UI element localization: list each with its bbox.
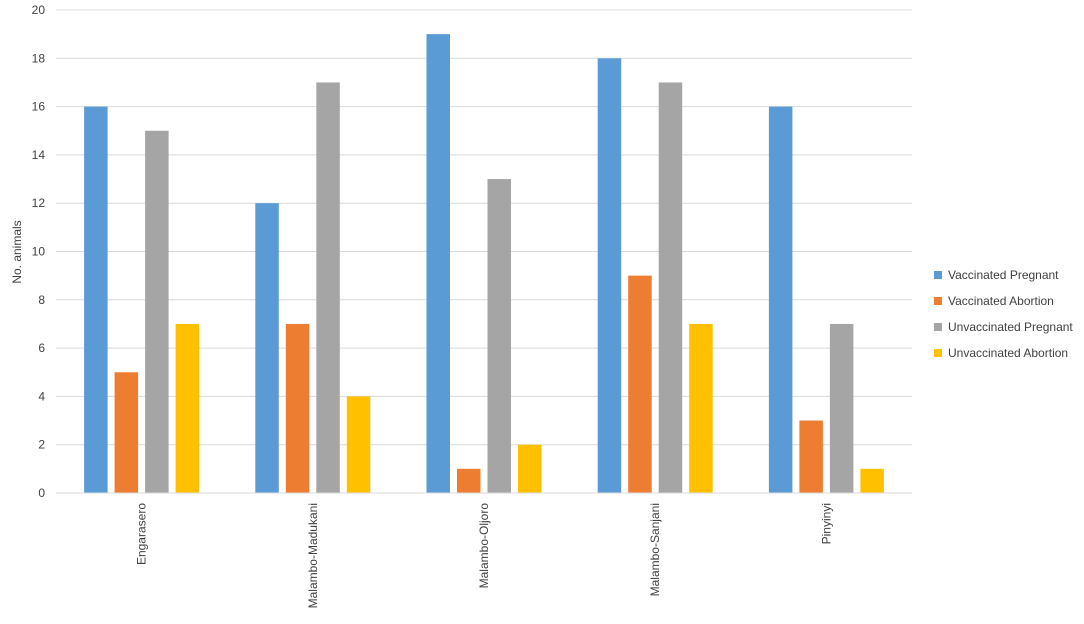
bar — [487, 179, 511, 494]
y-axis-label: No. animals — [10, 220, 24, 283]
bar — [628, 275, 652, 493]
bar — [518, 444, 542, 493]
bar — [175, 323, 200, 493]
axes: 0 2 4 6 8 10 12 14 16 18 20 Engarasero Malambo-Maduk… — [32, 3, 912, 608]
bars — [84, 34, 884, 494]
bar — [285, 323, 310, 493]
bar — [829, 323, 854, 493]
bar — [84, 106, 108, 493]
y-tick-label: 12 — [32, 196, 46, 210]
legend-label: Vaccinated Pregnant — [948, 268, 1059, 282]
legend-swatch — [934, 323, 942, 331]
y-tick-label: 4 — [38, 389, 45, 403]
bar — [860, 468, 884, 493]
legend: Vaccinated Pregnant Vaccinated Abortion Un… — [934, 262, 1073, 366]
y-tick-label: 6 — [38, 341, 45, 355]
bar — [346, 396, 371, 493]
legend-swatch — [934, 271, 942, 279]
y-tick-label: 20 — [32, 3, 46, 17]
x-tick-label: Malambo-Oljoro — [477, 503, 491, 589]
y-tick-label: 8 — [38, 293, 45, 307]
y-tick-label: 10 — [32, 245, 46, 259]
legend-item: Vaccinated Abortion — [934, 288, 1073, 314]
legend-item: Vaccinated Pregnant — [934, 262, 1073, 288]
bar — [316, 82, 340, 493]
bar — [658, 82, 683, 493]
bar — [255, 203, 279, 493]
bar — [114, 372, 139, 493]
x-tick-label: Engarasero — [135, 503, 149, 565]
bar — [799, 420, 823, 493]
x-tick-label: Pinyinyi — [819, 503, 833, 544]
bar — [597, 58, 622, 494]
y-tick-label: 18 — [32, 51, 46, 65]
y-tick-label: 0 — [38, 486, 45, 500]
legend-label: Unvaccinated Abortion — [948, 346, 1069, 360]
bar — [768, 106, 793, 493]
bar — [689, 323, 713, 493]
legend-label: Unvaccinated Pregnant — [948, 320, 1073, 334]
y-tick-label: 2 — [38, 438, 45, 452]
bar — [426, 34, 450, 494]
legend-item: Unvaccinated Pregnant — [934, 314, 1073, 340]
legend-swatch — [934, 349, 942, 357]
bar — [457, 468, 481, 493]
x-tick-label: Malambo-Sanjani — [648, 503, 662, 596]
x-tick-label: Malambo-Madukani — [306, 503, 320, 608]
legend-swatch — [934, 297, 942, 305]
y-tick-label: 14 — [32, 148, 46, 162]
legend-item: Unvaccinated Abortion — [934, 340, 1073, 366]
bar — [145, 130, 169, 493]
legend-label: Vaccinated Abortion — [948, 294, 1054, 308]
y-tick-label: 16 — [32, 100, 46, 114]
